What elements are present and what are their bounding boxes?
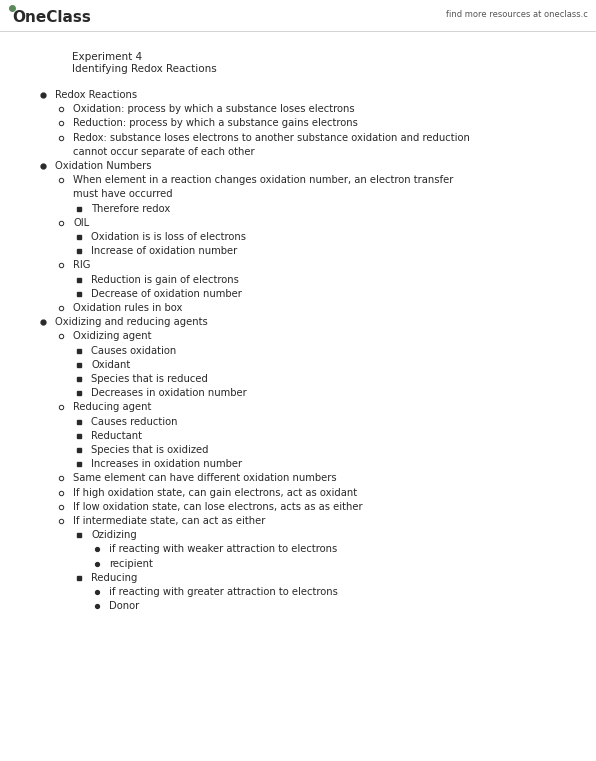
Text: Oxidation: process by which a substance loses electrons: Oxidation: process by which a substance …: [73, 104, 355, 114]
Text: Oxidation Numbers: Oxidation Numbers: [55, 161, 151, 171]
Text: Oxidizing agent: Oxidizing agent: [73, 331, 151, 342]
Text: Experiment 4: Experiment 4: [72, 52, 142, 62]
Text: Oxidant: Oxidant: [91, 360, 131, 370]
Text: Increases in oxidation number: Increases in oxidation number: [91, 459, 242, 470]
Text: if reacting with greater attraction to electrons: if reacting with greater attraction to e…: [109, 587, 338, 597]
Text: Increase of oxidation number: Increase of oxidation number: [91, 247, 237, 256]
Text: When element in a reaction changes oxidation number, an electron transfer: When element in a reaction changes oxida…: [73, 175, 454, 185]
Text: Reduction is gain of electrons: Reduction is gain of electrons: [91, 275, 239, 285]
Text: Donor: Donor: [109, 601, 139, 611]
Text: find more resources at oneclass.c: find more resources at oneclass.c: [446, 10, 588, 19]
Text: Ozidizing: Ozidizing: [91, 530, 136, 540]
Text: If low oxidation state, can lose electrons, acts as as either: If low oxidation state, can lose electro…: [73, 501, 362, 512]
Text: Oxidizing and reducing agents: Oxidizing and reducing agents: [55, 317, 208, 327]
Text: Same element can have different oxidation numbers: Same element can have different oxidatio…: [73, 473, 337, 483]
Text: Identifying Redox Reactions: Identifying Redox Reactions: [72, 64, 217, 74]
Text: RIG: RIG: [73, 260, 91, 270]
Text: If high oxidation state, can gain electrons, act as oxidant: If high oxidation state, can gain electr…: [73, 488, 357, 498]
Text: Reducing agent: Reducing agent: [73, 403, 151, 412]
Text: Reduction: process by which a substance gains electrons: Reduction: process by which a substance …: [73, 119, 358, 129]
Text: Reductant: Reductant: [91, 431, 142, 441]
Text: Species that is reduced: Species that is reduced: [91, 374, 208, 384]
Text: Redox Reactions: Redox Reactions: [55, 90, 137, 100]
Text: cannot occur separate of each other: cannot occur separate of each other: [73, 147, 254, 157]
Text: Reducing: Reducing: [91, 573, 137, 583]
Text: If intermediate state, can act as either: If intermediate state, can act as either: [73, 516, 265, 526]
Text: must have occurred: must have occurred: [73, 189, 173, 199]
Text: if reacting with weaker attraction to electrons: if reacting with weaker attraction to el…: [109, 544, 337, 555]
Text: Causes reduction: Causes reduction: [91, 416, 178, 427]
Text: OIL: OIL: [73, 218, 89, 228]
Text: Decrease of oxidation number: Decrease of oxidation number: [91, 289, 242, 299]
Text: Oxidation rules in box: Oxidation rules in box: [73, 303, 182, 313]
Text: Species that is oxidized: Species that is oxidized: [91, 445, 209, 455]
Text: Decreases in oxidation number: Decreases in oxidation number: [91, 388, 247, 398]
Text: Therefore redox: Therefore redox: [91, 204, 170, 214]
Text: Oxidation is is loss of electrons: Oxidation is is loss of electrons: [91, 232, 246, 242]
Text: recipient: recipient: [109, 559, 153, 568]
Text: Redox: substance loses electrons to another substance oxidation and reduction: Redox: substance loses electrons to anot…: [73, 132, 470, 142]
Text: Causes oxidation: Causes oxidation: [91, 345, 176, 355]
Text: OneClass: OneClass: [12, 10, 91, 25]
